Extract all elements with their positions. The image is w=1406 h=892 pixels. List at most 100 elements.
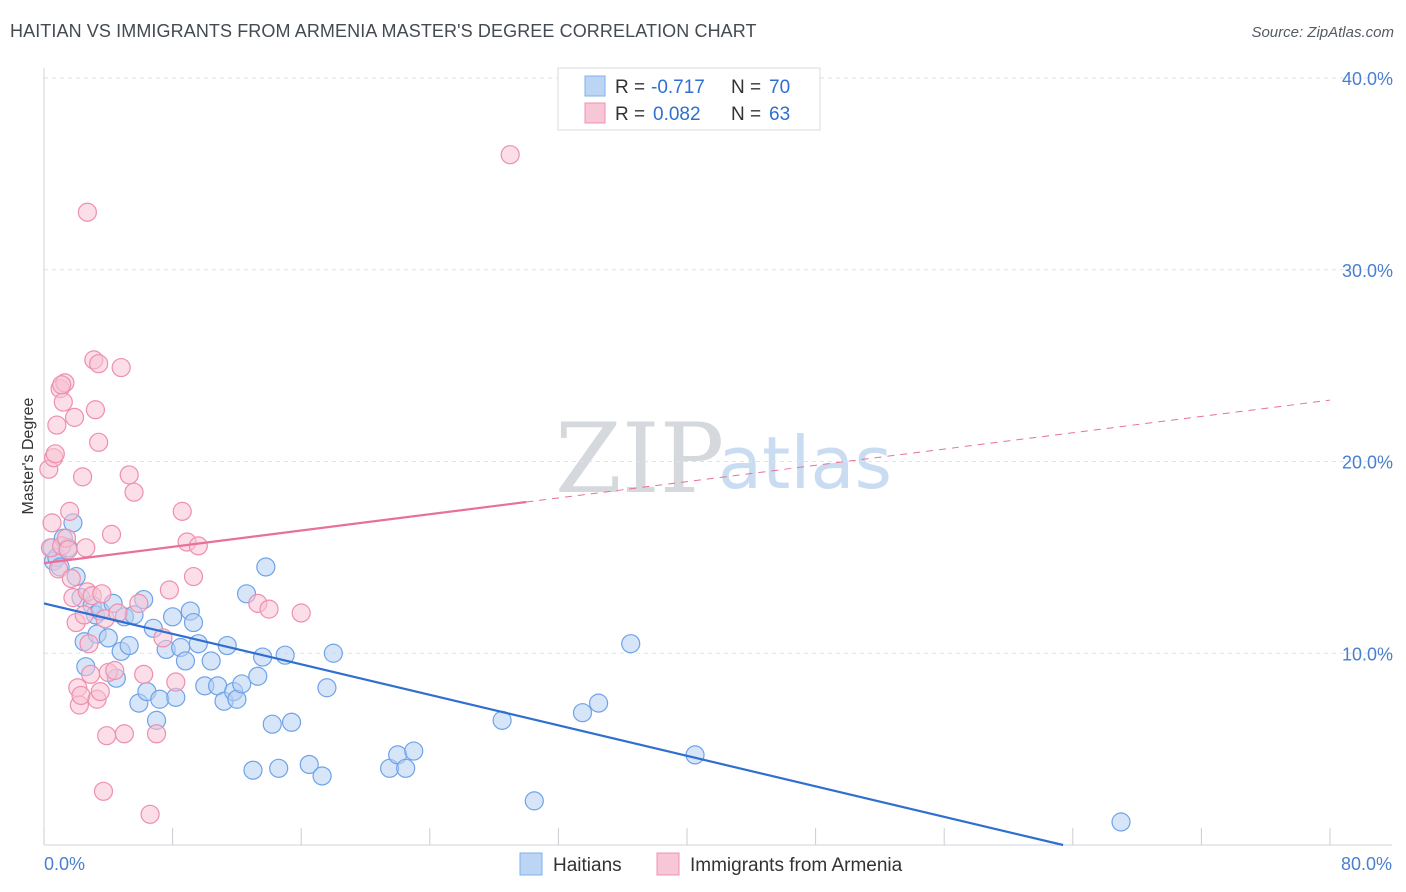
haitian-point-43 (232, 674, 252, 694)
haitian-point-62 (524, 791, 544, 811)
haitian-trend-line (43, 602, 1064, 847)
haitian-point-66 (685, 745, 705, 765)
armenia-point-57 (259, 599, 279, 619)
armenia-point-6 (48, 559, 69, 579)
watermark-zip: ZIP (555, 403, 724, 515)
grid-lines (44, 77, 1392, 654)
armenia-point-54 (183, 566, 204, 587)
legend-swatch-armenia (584, 102, 606, 124)
armenia-point-55 (188, 536, 208, 556)
armenia-point-21 (72, 467, 93, 487)
armenia-trend-line-extension (526, 399, 1331, 503)
armenia-point-13 (60, 501, 80, 521)
x-axis-ticks (43, 828, 1331, 845)
y-axis-tick-labels: 10.0% 20.0% 30.0% 40.0% (1342, 69, 1393, 664)
data-points (39, 145, 1131, 832)
armenia-point-60 (500, 145, 520, 165)
haitian-point-32 (175, 651, 196, 671)
chart-title: HAITIAN VS IMMIGRANTS FROM ARMENIA MASTE… (10, 21, 757, 41)
legend-r-label-haitians: R = (615, 77, 645, 98)
haitian-point-46 (248, 666, 268, 686)
y-tick-label-0: 10.0% (1342, 644, 1393, 664)
legend-r-value-armenia: 0.082 (653, 104, 701, 125)
armenia-point-20 (71, 685, 91, 706)
series-legend-swatch-armenia (656, 852, 680, 876)
haitian-point-49 (262, 714, 282, 734)
haitian-point-53 (299, 754, 319, 775)
haitian-point-45 (243, 760, 263, 780)
haitian-point-48 (256, 557, 276, 577)
x-tick-label-max: 80.0% (1341, 854, 1392, 874)
watermark: ZIP atlas (555, 403, 892, 515)
armenia-point-61 (89, 354, 109, 374)
haitian-point-63 (572, 703, 593, 723)
armenia-point-38 (101, 524, 122, 544)
armenia-point-48 (146, 724, 167, 744)
armenia-point-34 (93, 781, 114, 801)
armenia-point-33 (92, 584, 112, 604)
haitian-point-50 (269, 758, 289, 778)
armenia-point-9 (53, 392, 73, 412)
armenia-point-58 (291, 603, 311, 623)
haitian-point-55 (317, 678, 337, 698)
haitian-point-65 (621, 634, 641, 654)
armenia-point-2 (42, 513, 62, 533)
armenia-point-41 (111, 357, 131, 378)
y-tick-label-2: 30.0% (1342, 261, 1393, 281)
armenia-point-62 (52, 375, 72, 395)
haitian-point-54 (312, 766, 332, 786)
armenia-point-50 (159, 580, 179, 600)
y-tick-label-3: 40.0% (1342, 69, 1393, 89)
armenia-point-26 (81, 664, 101, 684)
haitian-point-20 (119, 635, 139, 656)
legend-r-label-armenia: R = (615, 104, 645, 125)
armenia-point-29 (85, 400, 106, 420)
source-label: Source: ZipAtlas.com (1251, 24, 1394, 41)
armenia-trend-line (43, 500, 527, 565)
armenia-point-51 (166, 672, 186, 692)
series-legend-swatch-haitians (519, 852, 543, 876)
legend-n-label-armenia: N = (731, 104, 761, 125)
armenia-point-14 (61, 568, 81, 589)
armenia-point-59 (77, 202, 98, 222)
haitian-point-29 (163, 607, 183, 627)
legend-n-label-haitians: N = (731, 77, 761, 98)
legend-swatch-haitians (584, 75, 606, 97)
armenia-point-12 (58, 540, 78, 560)
armenia-point-4 (45, 444, 65, 464)
x-tick-label-min: 0.0% (44, 854, 85, 874)
trend-lines (43, 399, 1331, 847)
haitian-point-34 (183, 612, 204, 633)
stats-legend: R = -0.717 N = 70 R = 0.082 N = 63 (557, 67, 821, 131)
haitian-point-60 (404, 741, 424, 761)
armenia-point-16 (64, 407, 85, 427)
armenia-point-32 (90, 681, 110, 702)
armenia-point-45 (129, 593, 149, 613)
haitian-point-15 (98, 628, 118, 648)
armenia-point-52 (172, 501, 192, 521)
haitian-point-59 (396, 758, 416, 778)
armenia-point-5 (47, 415, 67, 435)
armenia-point-46 (134, 664, 154, 684)
haitian-point-67 (1111, 812, 1131, 832)
armenia-point-39 (105, 660, 125, 681)
haitian-point-52 (281, 712, 302, 732)
watermark-atlas: atlas (718, 421, 892, 505)
armenia-point-25 (79, 634, 99, 654)
series-legend: Haitians Immigrants from Armenia (519, 852, 903, 876)
series-legend-label-armenia: Immigrants from Armenia (690, 855, 903, 876)
haitian-point-64 (588, 693, 609, 713)
armenia-point-23 (76, 538, 96, 558)
legend-r-value-haitians: -0.717 (651, 77, 705, 98)
armenia-point-44 (124, 482, 144, 502)
armenia-point-42 (114, 724, 134, 744)
armenia-point-31 (89, 432, 109, 452)
y-tick-label-1: 20.0% (1342, 453, 1393, 473)
legend-n-value-haitians: 70 (769, 77, 790, 98)
y-axis-label: Master's Degree (20, 397, 37, 514)
armenia-point-36 (97, 726, 117, 746)
series-legend-label-haitians: Haitians (553, 855, 622, 876)
haitian-point-27 (150, 689, 170, 709)
haitian-point-37 (201, 651, 221, 671)
